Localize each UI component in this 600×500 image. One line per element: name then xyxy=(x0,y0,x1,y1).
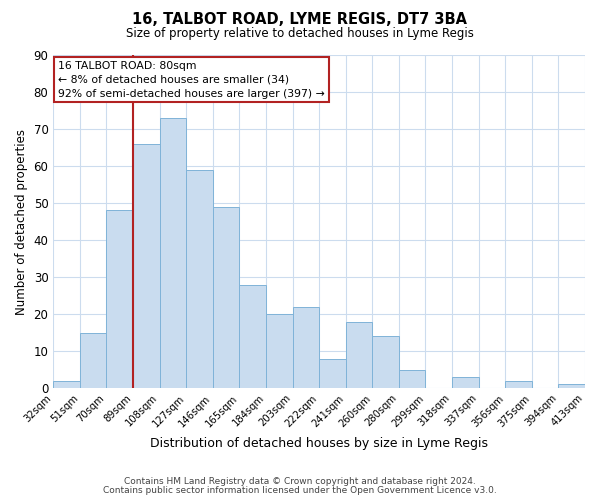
Y-axis label: Number of detached properties: Number of detached properties xyxy=(15,128,28,314)
Bar xyxy=(80,332,106,388)
Text: Size of property relative to detached houses in Lyme Regis: Size of property relative to detached ho… xyxy=(126,28,474,40)
X-axis label: Distribution of detached houses by size in Lyme Regis: Distribution of detached houses by size … xyxy=(150,437,488,450)
Bar xyxy=(239,284,266,388)
Bar xyxy=(106,210,133,388)
Bar xyxy=(559,384,585,388)
Text: 16, TALBOT ROAD, LYME REGIS, DT7 3BA: 16, TALBOT ROAD, LYME REGIS, DT7 3BA xyxy=(133,12,467,28)
Text: 16 TALBOT ROAD: 80sqm
← 8% of detached houses are smaller (34)
92% of semi-detac: 16 TALBOT ROAD: 80sqm ← 8% of detached h… xyxy=(58,60,325,98)
Text: Contains public sector information licensed under the Open Government Licence v3: Contains public sector information licen… xyxy=(103,486,497,495)
Bar xyxy=(319,358,346,388)
Bar xyxy=(186,170,213,388)
Bar xyxy=(53,381,80,388)
Bar xyxy=(133,144,160,388)
Bar xyxy=(399,370,425,388)
Bar xyxy=(213,207,239,388)
Text: Contains HM Land Registry data © Crown copyright and database right 2024.: Contains HM Land Registry data © Crown c… xyxy=(124,477,476,486)
Bar xyxy=(452,377,479,388)
Bar xyxy=(373,336,399,388)
Bar xyxy=(293,306,319,388)
Bar xyxy=(160,118,186,388)
Bar xyxy=(266,314,293,388)
Bar xyxy=(346,322,373,388)
Bar xyxy=(505,381,532,388)
